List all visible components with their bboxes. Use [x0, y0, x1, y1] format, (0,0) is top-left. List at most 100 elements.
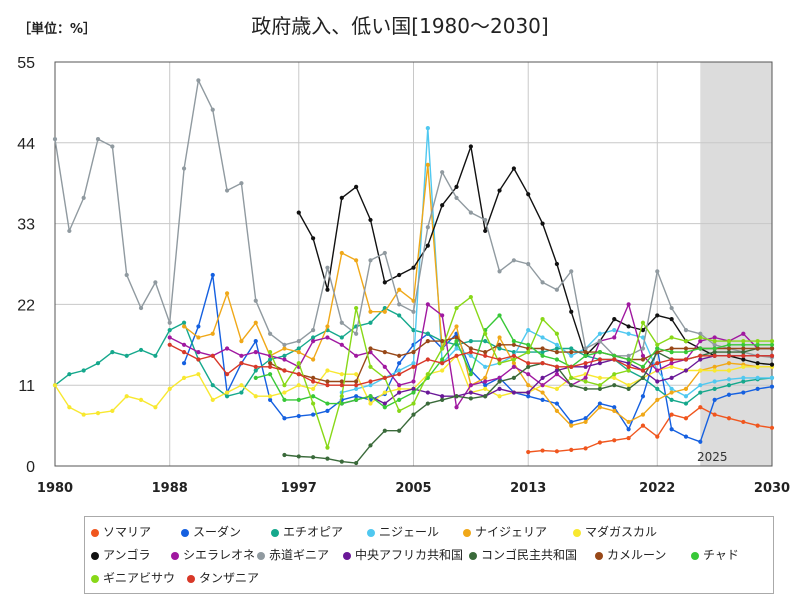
data-point: [540, 383, 545, 388]
data-point: [339, 459, 344, 464]
data-point: [468, 350, 473, 355]
data-point: [511, 361, 516, 366]
x-tick-label: 2013: [510, 481, 546, 496]
data-point: [483, 383, 488, 388]
legend-label: カメルーン: [607, 548, 667, 562]
data-point: [368, 394, 373, 399]
data-point: [311, 236, 316, 241]
data-point: [440, 203, 445, 208]
data-point: [669, 412, 674, 417]
data-point: [210, 331, 215, 336]
data-point: [397, 428, 402, 433]
legend-label: ギニアビサウ: [103, 571, 176, 585]
data-point: [67, 372, 72, 377]
legend-swatch: [91, 551, 99, 560]
data-point: [669, 375, 674, 380]
data-point: [755, 342, 760, 347]
legend-item: タンザニア: [185, 570, 281, 587]
data-point: [626, 353, 631, 358]
data-point: [454, 346, 459, 351]
data-point: [683, 394, 689, 399]
data-point: [526, 342, 531, 347]
data-point: [511, 375, 516, 380]
data-point: [382, 350, 387, 355]
data-point: [511, 339, 516, 344]
data-point: [655, 368, 660, 373]
data-point: [454, 394, 459, 399]
data-point: [640, 320, 646, 325]
data-point: [296, 372, 301, 377]
data-point: [253, 368, 258, 373]
legend-item: 赤道ギニア: [255, 547, 341, 564]
data-point: [626, 302, 631, 307]
data-point: [497, 346, 502, 351]
data-point: [311, 357, 316, 362]
data-point: [196, 350, 201, 355]
data-point: [325, 383, 330, 388]
data-point: [468, 144, 473, 149]
data-point: [397, 397, 402, 402]
data-point: [626, 357, 631, 362]
data-point: [669, 346, 674, 351]
data-point: [296, 210, 301, 215]
data-point: [110, 144, 115, 149]
data-point: [368, 379, 373, 384]
data-point: [554, 331, 560, 336]
data-point: [196, 357, 201, 362]
data-point: [354, 386, 359, 391]
data-point: [368, 320, 373, 325]
data-point: [325, 324, 330, 329]
data-point: [497, 375, 502, 380]
data-point: [497, 379, 502, 384]
x-tick-label: 2005: [395, 481, 431, 496]
legend-label: ナイジェリア: [475, 525, 548, 539]
data-point: [253, 350, 258, 355]
legend: ソマリア スーダン エチオピア ニジェール ナイジェリア マダガスカルアンゴラ シエラレオネ…: [84, 516, 774, 594]
data-point: [483, 339, 488, 344]
data-point: [224, 372, 230, 377]
data-point: [425, 372, 430, 377]
data-point: [683, 339, 689, 344]
data-point: [769, 384, 775, 389]
data-point: [339, 320, 344, 325]
legend-label: スーダン: [193, 525, 242, 539]
data-point: [583, 446, 588, 451]
data-point: [124, 394, 129, 399]
legend-swatch: [573, 528, 581, 537]
data-point: [497, 269, 502, 274]
data-point: [354, 394, 359, 399]
data-point: [511, 364, 516, 369]
data-point: [181, 320, 187, 325]
data-point: [196, 372, 201, 377]
legend-label: チャド: [703, 548, 739, 562]
data-point: [683, 357, 689, 362]
legend-item: スーダン: [179, 524, 269, 541]
data-point: [655, 350, 660, 355]
data-point: [468, 383, 473, 388]
data-point: [712, 335, 717, 340]
data-point: [311, 394, 316, 399]
legend-label: マダガスカル: [585, 525, 658, 539]
data-point: [626, 435, 631, 441]
unit-label: ［単位：%］: [18, 22, 97, 37]
data-point: [698, 390, 703, 395]
data-point: [397, 390, 402, 395]
data-point: [339, 335, 344, 340]
data-point: [339, 342, 344, 347]
legend-swatch: [91, 528, 99, 537]
data-point: [397, 408, 402, 414]
data-point: [741, 364, 746, 369]
data-point: [339, 195, 344, 200]
data-point: [425, 126, 430, 131]
data-point: [397, 383, 402, 388]
y-tick-label: 44: [17, 136, 35, 153]
data-point: [368, 401, 373, 406]
legend-item: マダガスカル: [571, 524, 697, 541]
data-point: [640, 335, 646, 340]
data-point: [640, 357, 646, 362]
data-point: [640, 423, 646, 428]
data-point: [181, 166, 187, 171]
data-point: [483, 350, 488, 355]
data-point: [224, 394, 230, 399]
data-point: [626, 419, 631, 425]
